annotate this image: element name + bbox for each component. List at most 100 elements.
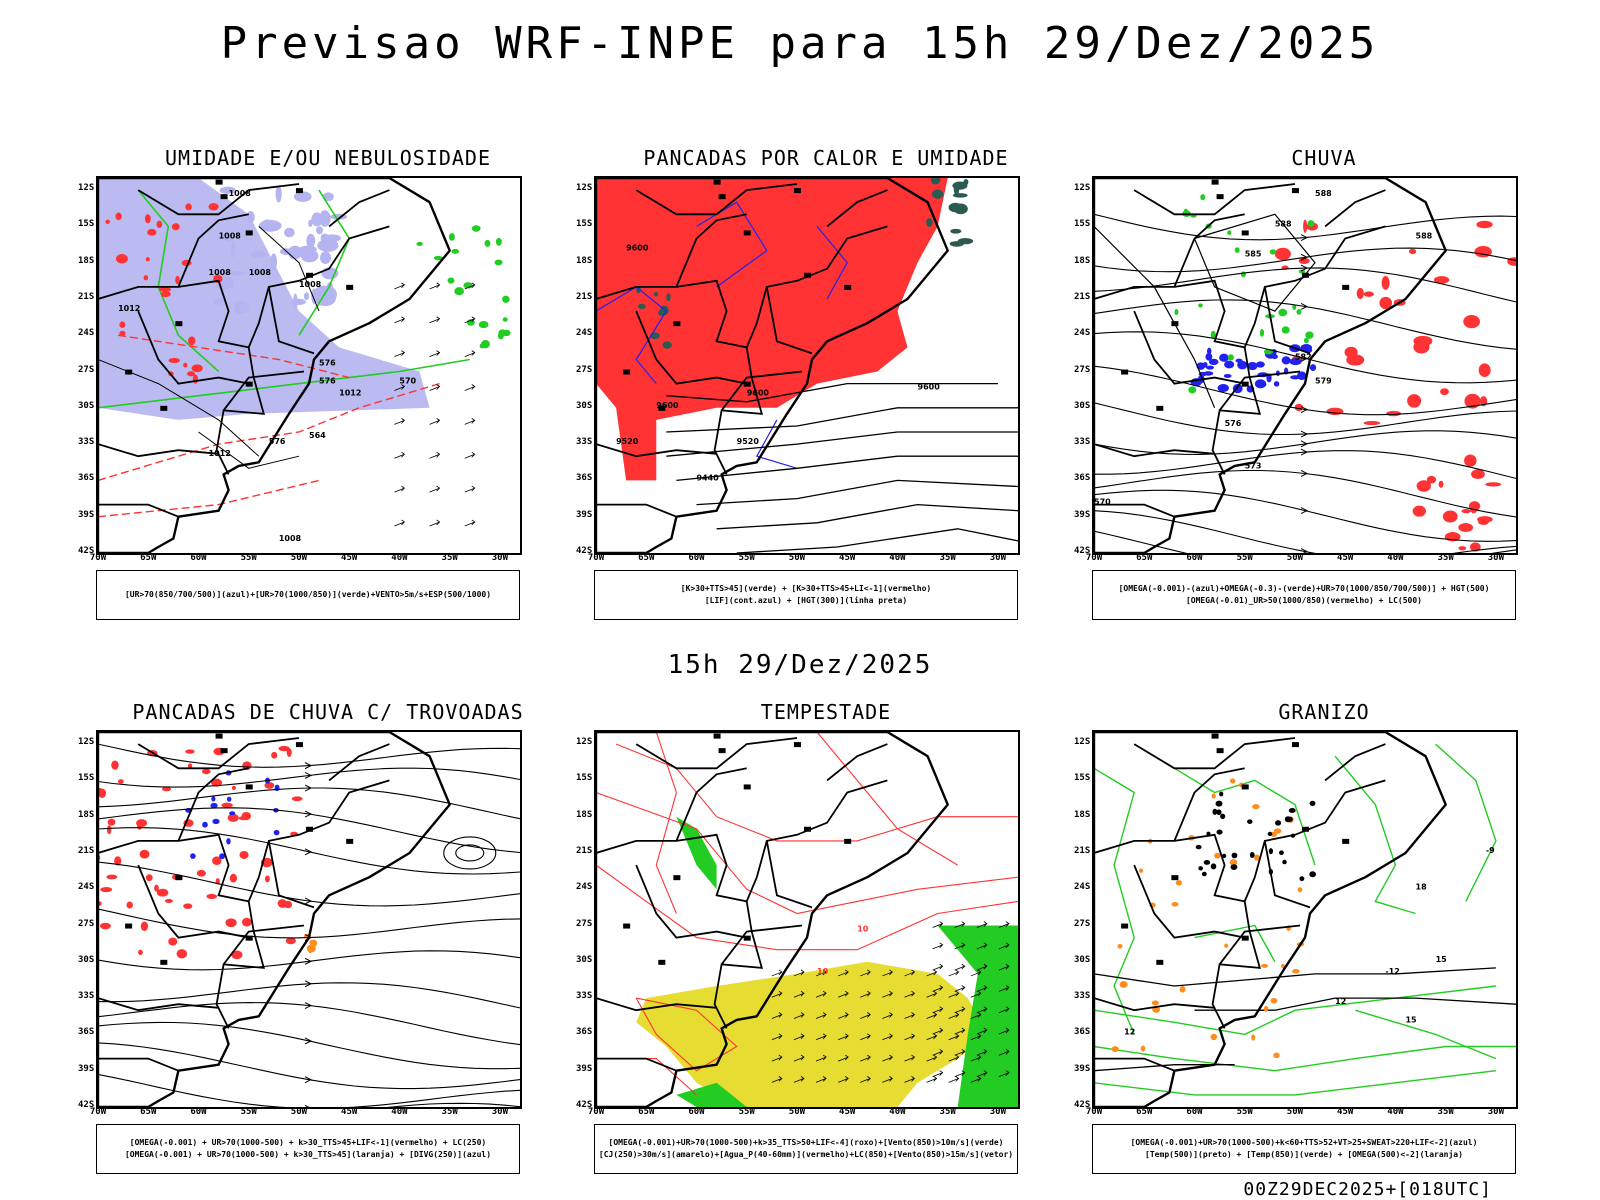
hail-cell xyxy=(1171,902,1179,907)
contour-label: -9 xyxy=(1486,846,1495,855)
wind-vector xyxy=(998,1070,1010,1077)
rain-area xyxy=(1363,420,1381,426)
state-border xyxy=(1243,779,1386,902)
lon-tick-label: 50W xyxy=(1286,1107,1304,1117)
contour-label: 576 xyxy=(1225,419,1242,428)
lat-tick-label: 27S xyxy=(78,918,95,929)
wind-vector xyxy=(932,1048,944,1056)
wind-vector xyxy=(976,1048,988,1056)
legend-box: [OMEGA(-0.001)-(azul)+OMEGA(-0.3)-(verde… xyxy=(1092,570,1516,620)
streamline-arrow xyxy=(1300,470,1309,477)
moisture-cell xyxy=(183,362,188,368)
lat-tick-label: 36S xyxy=(78,1027,95,1038)
lake-mark xyxy=(1302,826,1309,832)
lon-tick-label: 45W xyxy=(341,1107,358,1117)
instability-core xyxy=(950,228,962,234)
lat-tick-label: 12S xyxy=(78,737,95,748)
hail-cell xyxy=(1119,981,1128,988)
lat-tick-label: 36S xyxy=(1074,473,1091,484)
panel-title: CHUVA xyxy=(1291,146,1357,170)
state-border xyxy=(765,840,813,909)
contour-line xyxy=(816,732,958,866)
instability-core xyxy=(953,203,968,215)
wind-vector xyxy=(976,985,988,992)
streamline xyxy=(1094,267,1516,303)
strong-wind-area xyxy=(676,1082,747,1107)
divergence-mark xyxy=(274,784,280,792)
rain-area-green xyxy=(1278,308,1288,317)
wind-vector xyxy=(882,1012,894,1019)
map-frame: 588 588 585 582 579 576 573 570 588 xyxy=(1092,176,1518,555)
rain-area xyxy=(1461,509,1471,514)
state-border xyxy=(1133,183,1296,216)
lat-tick-label: 24S xyxy=(78,328,95,339)
wind-vector xyxy=(932,1070,944,1077)
thunder-cell xyxy=(206,893,218,899)
wind-vector xyxy=(998,963,1010,971)
lat-tick-label: 33S xyxy=(576,991,593,1002)
lat-tick-label: 15S xyxy=(78,219,95,230)
contour-label: 12 xyxy=(1124,1027,1135,1036)
wind-vector xyxy=(904,1076,916,1083)
thunder-cell xyxy=(291,796,303,802)
rain-area xyxy=(1356,287,1364,300)
hail-cell xyxy=(1254,854,1260,861)
contour-line xyxy=(666,382,998,403)
wind-vector xyxy=(860,990,871,998)
state-border xyxy=(713,901,764,1029)
streamline xyxy=(1094,299,1516,350)
thunder-cell xyxy=(211,778,223,787)
lon-tick-label: 70W xyxy=(1085,553,1103,563)
coastline xyxy=(98,178,451,553)
wind-vector xyxy=(882,969,894,977)
state-border xyxy=(247,779,390,902)
lat-tick-label: 30S xyxy=(78,400,95,411)
wind-vector xyxy=(882,1033,894,1041)
circulation-center xyxy=(443,836,497,870)
wind-vector xyxy=(954,1027,966,1035)
temperature-dot xyxy=(1275,820,1282,826)
lat-tick-label: 42S xyxy=(78,546,95,556)
state-border xyxy=(1133,864,1245,939)
streamline-arrow xyxy=(1300,448,1309,456)
divergence-mark xyxy=(226,796,232,802)
lon-tick-label: 40W xyxy=(1387,1107,1404,1117)
thunder-cell xyxy=(154,884,159,892)
rain-area-blue xyxy=(1224,360,1235,369)
lon-tick-label: 60W xyxy=(1186,553,1203,563)
thunder-cell xyxy=(98,788,106,799)
rain-area xyxy=(1463,314,1480,329)
lon-tick-label: 40W xyxy=(391,553,408,563)
rain-area-green xyxy=(1298,269,1305,274)
humidity-patch xyxy=(293,191,312,202)
lon-tick-label: 55W xyxy=(240,553,257,563)
thunder-cell xyxy=(241,811,251,821)
contour-line xyxy=(1194,997,1516,1011)
contour-line xyxy=(755,419,798,469)
lat-tick-label: 33S xyxy=(78,991,95,1002)
wind-vector xyxy=(904,969,916,977)
state-border xyxy=(1174,833,1245,903)
hail-cell xyxy=(1175,880,1183,886)
lat-tick-label: 21S xyxy=(1074,291,1091,302)
lake-mark xyxy=(718,748,726,754)
contour-line xyxy=(1094,1070,1496,1096)
hail-cell xyxy=(1251,1034,1256,1041)
wind-vector xyxy=(926,1054,938,1062)
state-border xyxy=(635,737,798,770)
humidity-patch xyxy=(320,233,330,244)
contour-label: 582 xyxy=(1295,352,1312,361)
coastline xyxy=(1094,178,1447,553)
lat-tick-label: 12S xyxy=(576,737,593,748)
state-border xyxy=(137,310,249,385)
temperature-dot xyxy=(1210,863,1217,870)
thunder-cell xyxy=(176,949,188,959)
contour-label: 9440 xyxy=(696,473,719,482)
instability-core xyxy=(653,292,659,297)
contour-line xyxy=(816,226,848,300)
streamline-arrow xyxy=(304,1037,313,1045)
lake-mark xyxy=(1121,369,1129,375)
wind-vector xyxy=(815,1054,827,1062)
wind-vector xyxy=(932,942,944,950)
moisture-cell xyxy=(447,277,455,284)
